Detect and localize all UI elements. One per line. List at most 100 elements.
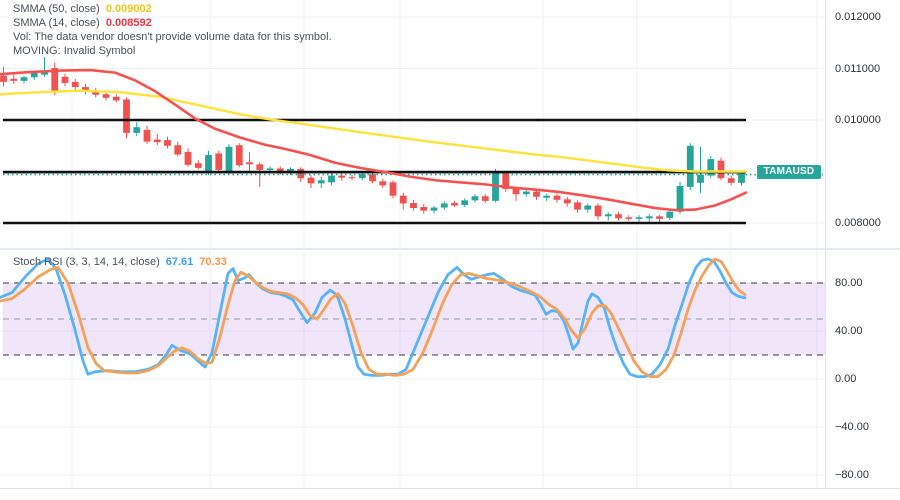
candle-body [276,168,284,173]
candle-body [256,164,264,170]
candle-body [512,189,520,195]
candle-body [266,168,274,170]
candle-body [543,195,551,198]
candle-body [0,75,7,82]
candle-body [41,71,48,75]
candle-body [30,72,38,78]
candle-body [686,145,694,187]
legend-stoch-label: Stoch RSI (3, 3, 14, 14, close) [13,256,160,268]
smma14-line [0,68,748,212]
candle-body [420,207,428,211]
candle-body [574,202,581,210]
candle-body [369,174,376,182]
candle-body [584,205,592,210]
stoch-k-value: 67.61 [165,256,194,268]
candle-body [235,145,243,166]
legend-smma50[interactable]: SMMA (50, close) 0.009002 [13,2,152,16]
candle-body [563,199,571,204]
candle-body [358,174,366,179]
candle-body [225,146,233,173]
candle-body [666,211,674,218]
legend-smma50-value: 0.009002 [105,3,152,15]
smma50-line [0,89,748,173]
stoch-d-line [0,257,747,378]
candle-body [645,216,653,219]
legend-smma14-label: SMMA (14, close) [13,17,100,29]
candle-body [102,94,110,98]
time-axis-label-clipped [66,491,82,495]
candle-body [82,87,89,92]
candlestick-chart-canvas[interactable] [0,0,825,249]
candle-body [215,153,223,170]
candle-body [399,195,407,204]
candle-body [164,140,171,146]
legend-smma50-label: SMMA (50, close) [13,3,100,15]
price-axis[interactable]: 0.008976 −17.73% 03:51:36 0.0120000.0110… [825,0,900,488]
candle-body [717,160,725,179]
stoch-axis-label: 40.00 [835,325,863,337]
candle-body [738,172,745,183]
candle-body [697,174,704,183]
price-chart-pane[interactable] [0,0,825,249]
candle-body [379,181,387,186]
stoch-k-line [0,257,747,378]
candle-body [604,214,612,217]
legend-stoch-rsi[interactable]: Stoch RSI (3, 3, 14, 14, close) 67.61 70.3… [13,255,227,269]
candle-body [522,191,530,195]
candle-body [123,99,130,133]
candle-body [389,182,397,196]
time-axis[interactable] [0,488,900,500]
legend-smma14[interactable]: SMMA (14, close) 0.008592 [13,16,152,30]
candle-body [430,207,438,211]
candle-body [625,217,633,219]
candle-body [471,196,479,201]
stoch-axis-label: −40.00 [835,421,869,433]
time-axis-label-clipped [724,491,735,495]
time-axis-label-clipped [298,491,309,495]
time-axis-label-clipped [204,491,215,495]
price-axis-label: 0.010000 [835,114,881,126]
candle-body [20,77,28,81]
candle-body [676,185,684,212]
candle-body [61,76,69,83]
candle-body [553,195,561,200]
price-axis-label: 0.011000 [835,62,881,75]
volume-unavailable-text: Vol: The data vendor doesn't provide vol… [13,31,332,43]
stoch-rsi-chart-canvas[interactable] [0,250,825,488]
candle-body [297,168,305,179]
candle-body [184,151,192,165]
candle-body [338,175,346,178]
time-axis-label-clipped [631,491,642,495]
stoch-axis-label: −80.00 [835,469,869,481]
moving-invalid-text: MOVING: Invalid Symbol [13,45,136,57]
legend-smma14-value: 0.008592 [105,17,152,29]
candle-body [143,129,151,142]
candle-body [410,202,417,209]
candle-body [317,180,325,184]
candle-body [533,191,540,197]
candle-body [112,96,120,101]
candle-body [153,139,161,143]
candle-body [707,159,715,176]
candle-body [615,214,622,219]
candle-body [481,196,489,201]
pane-divider[interactable] [0,248,900,250]
candle-body [71,81,79,88]
legend-moving-invalid[interactable]: MOVING: Invalid Symbol [13,44,135,58]
candle-body [656,216,663,219]
candle-body [51,67,59,93]
candle-body [348,177,356,179]
stoch-axis-label: 80.00 [835,277,863,289]
candle-body [451,202,458,206]
legend-volume-message[interactable]: Vol: The data vendor doesn't provide vol… [13,30,332,44]
price-axis-label: 0.008000 [835,217,881,229]
stoch-rsi-pane[interactable] [0,250,825,488]
candle-body [10,78,18,81]
candle-body [461,200,469,205]
time-axis-label-clipped [537,491,548,495]
candle-body [440,203,448,208]
candle-body [307,177,315,184]
candle-body [635,217,643,219]
time-axis-label-clipped [394,491,405,495]
